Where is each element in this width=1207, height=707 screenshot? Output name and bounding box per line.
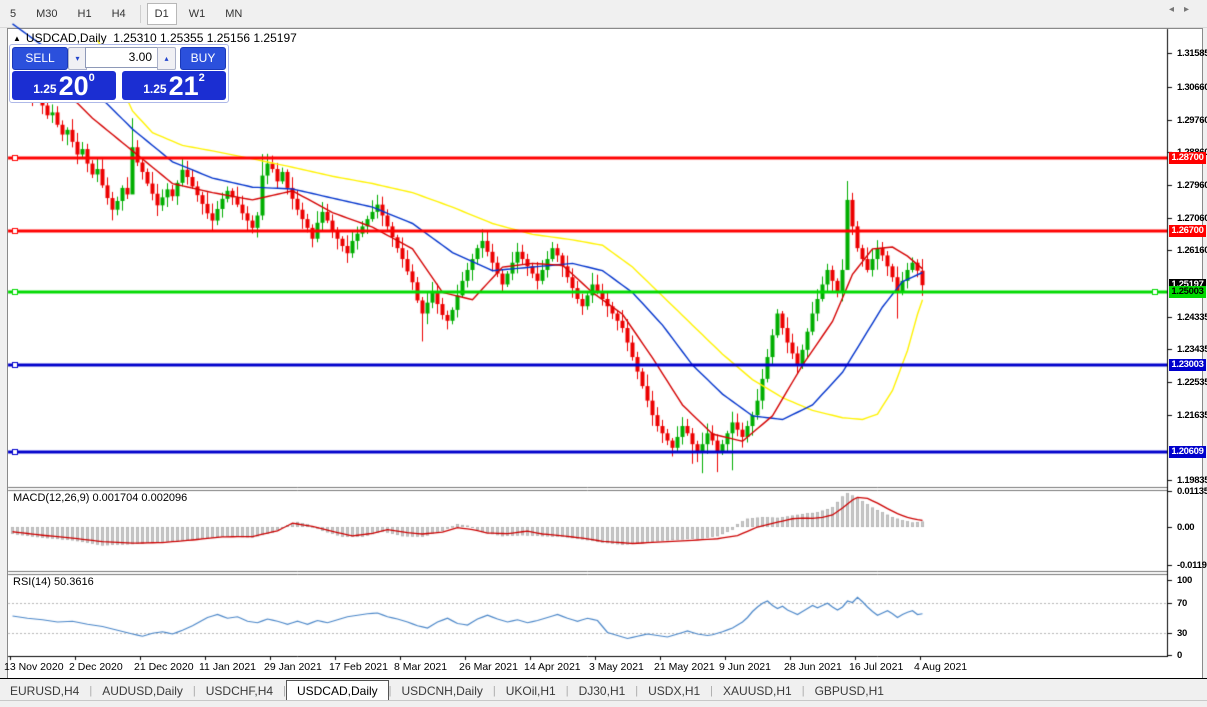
price-axis-tick-label: 1.22535 bbox=[1177, 376, 1207, 388]
volume-increase-button[interactable]: ▴ bbox=[157, 47, 176, 70]
date-axis-label: 11 Jan 2021 bbox=[199, 661, 257, 673]
rsi-axis-tick-label: 100 bbox=[1177, 575, 1192, 586]
sell-button[interactable]: SELL bbox=[12, 47, 68, 70]
level-price-label: 1.28700 bbox=[1169, 152, 1206, 165]
tab-separator: | bbox=[192, 685, 196, 697]
tabs-scroll-left-icon[interactable]: ◂ bbox=[1168, 4, 1184, 15]
one-click-trading-panel: SELL ▾ 3.00 ▴ BUY 1.25 20 0 1.25 21 2 bbox=[9, 44, 229, 103]
ask-price-sup: 2 bbox=[198, 72, 205, 84]
price-axis-tick-label: 1.21635 bbox=[1177, 409, 1207, 421]
chart-tab-dj30[interactable]: DJ30,H1 bbox=[578, 684, 626, 698]
chart-tab-xauusd[interactable]: XAUUSD,H1 bbox=[723, 684, 792, 698]
ask-price-big: 21 bbox=[168, 71, 199, 101]
date-axis-label: 14 Apr 2021 bbox=[524, 661, 581, 673]
date-axis-label: 8 Mar 2021 bbox=[394, 661, 448, 673]
chart-ohlc-values: 1.25310 1.25355 1.25156 1.25197 bbox=[113, 31, 297, 45]
macd-axis-tick-label: -0.01190 bbox=[1177, 559, 1207, 571]
price-axis-tick-label: 1.24335 bbox=[1177, 311, 1207, 323]
tab-scroll-arrows: ◂▸ bbox=[1169, 4, 1199, 15]
tab-separator: | bbox=[801, 685, 805, 697]
volume-input[interactable]: 3.00 bbox=[85, 47, 158, 68]
rsi-indicator-label: RSI(14) 50.3616 bbox=[13, 576, 94, 588]
date-axis-label: 9 Jun 2021 bbox=[719, 661, 771, 673]
chart-tab-bar: EURUSD,H4 | AUDUSD,Daily | USDCHF,H4 | USDCAD,… bbox=[0, 678, 1207, 701]
date-axis-label: 29 Jan 2021 bbox=[264, 661, 322, 673]
rsi-axis-tick-label: 0 bbox=[1177, 650, 1182, 661]
buy-button[interactable]: BUY bbox=[180, 47, 226, 70]
chart-tab-usdcad[interactable]: USDCAD,Daily bbox=[285, 680, 389, 701]
rsi-axis-tick-label: 70 bbox=[1177, 597, 1187, 609]
bid-price-big: 20 bbox=[58, 71, 89, 101]
price-axis-tick-label: 1.26160 bbox=[1177, 245, 1207, 257]
bid-price-small: 1.25 bbox=[33, 82, 57, 96]
macd-axis-tick-label: 0.01135 bbox=[1177, 485, 1207, 497]
chart-tab-usdcnh[interactable]: USDCNH,Daily bbox=[401, 684, 483, 698]
rsi-axis-tick-label: 30 bbox=[1177, 627, 1187, 639]
chart-tab-eurusd[interactable]: EURUSD,H4 bbox=[10, 684, 80, 698]
tab-separator: | bbox=[565, 685, 569, 697]
ask-price-small: 1.25 bbox=[143, 82, 167, 96]
level-price-label: 1.20609 bbox=[1169, 445, 1206, 458]
bottom-strip bbox=[0, 700, 1207, 707]
price-axis-tick-label: 1.27960 bbox=[1177, 180, 1207, 191]
date-axis-label: 3 May 2021 bbox=[589, 661, 644, 673]
chart-tab-gbpusd[interactable]: GBPUSD,H1 bbox=[814, 684, 884, 698]
date-axis-label: 2 Dec 2020 bbox=[69, 661, 123, 673]
price-axis-tick-label: 1.29760 bbox=[1177, 114, 1207, 126]
chart-tab-audusd[interactable]: AUDUSD,Daily bbox=[102, 684, 183, 698]
macd-axis-tick-label: 0.00 bbox=[1177, 522, 1195, 533]
bid-price-sup: 0 bbox=[88, 72, 95, 84]
price-axis-tick-label: 1.30660 bbox=[1177, 82, 1207, 93]
tab-separator: | bbox=[710, 685, 714, 697]
date-axis-label: 17 Feb 2021 bbox=[329, 661, 388, 673]
level-price-label: 1.26700 bbox=[1169, 224, 1206, 237]
date-axis-label: 28 Jun 2021 bbox=[784, 661, 842, 673]
level-price-label: 1.25003 bbox=[1169, 286, 1206, 299]
price-axis-tick-label: 1.23435 bbox=[1177, 344, 1207, 356]
tab-separator: | bbox=[388, 685, 392, 697]
chart-tab-usdchf[interactable]: USDCHF,H4 bbox=[205, 684, 274, 698]
tab-separator: | bbox=[635, 685, 639, 697]
tab-separator: | bbox=[492, 685, 496, 697]
date-axis-label: 21 Dec 2020 bbox=[134, 661, 194, 673]
tab-separator: | bbox=[283, 685, 286, 697]
chart-tab-usdx[interactable]: USDX,H1 bbox=[648, 684, 701, 698]
date-axis-label: 16 Jul 2021 bbox=[849, 661, 904, 673]
date-axis-label: 21 May 2021 bbox=[654, 661, 715, 673]
price-axis-tick-label: 1.19835 bbox=[1177, 474, 1207, 486]
price-axis-tick-label: 1.31585 bbox=[1177, 48, 1207, 60]
chart-tab-ukoil[interactable]: UKOil,H1 bbox=[505, 684, 556, 698]
date-axis-label: 4 Aug 2021 bbox=[914, 661, 968, 673]
ask-price-tile[interactable]: 1.25 21 2 bbox=[122, 71, 226, 100]
bid-price-tile[interactable]: 1.25 20 0 bbox=[12, 71, 116, 100]
date-axis-label: 13 Nov 2020 bbox=[4, 661, 64, 673]
level-price-label: 1.23003 bbox=[1169, 358, 1206, 371]
tabs-scroll-right-icon[interactable]: ▸ bbox=[1183, 4, 1199, 15]
macd-indicator-label: MACD(12,26,9) 0.001704 0.002096 bbox=[13, 492, 188, 504]
date-axis-label: 26 Mar 2021 bbox=[459, 661, 518, 673]
collapse-triangle-icon[interactable]: ▲ bbox=[13, 34, 21, 43]
tab-separator: | bbox=[89, 685, 93, 697]
price-axis-tick-label: 1.27060 bbox=[1177, 212, 1207, 224]
chart-symbol-period: USDCAD,Daily bbox=[25, 31, 107, 45]
chart-title: ▲ USDCAD,Daily 1.25310 1.25355 1.25156 1.… bbox=[13, 31, 297, 45]
